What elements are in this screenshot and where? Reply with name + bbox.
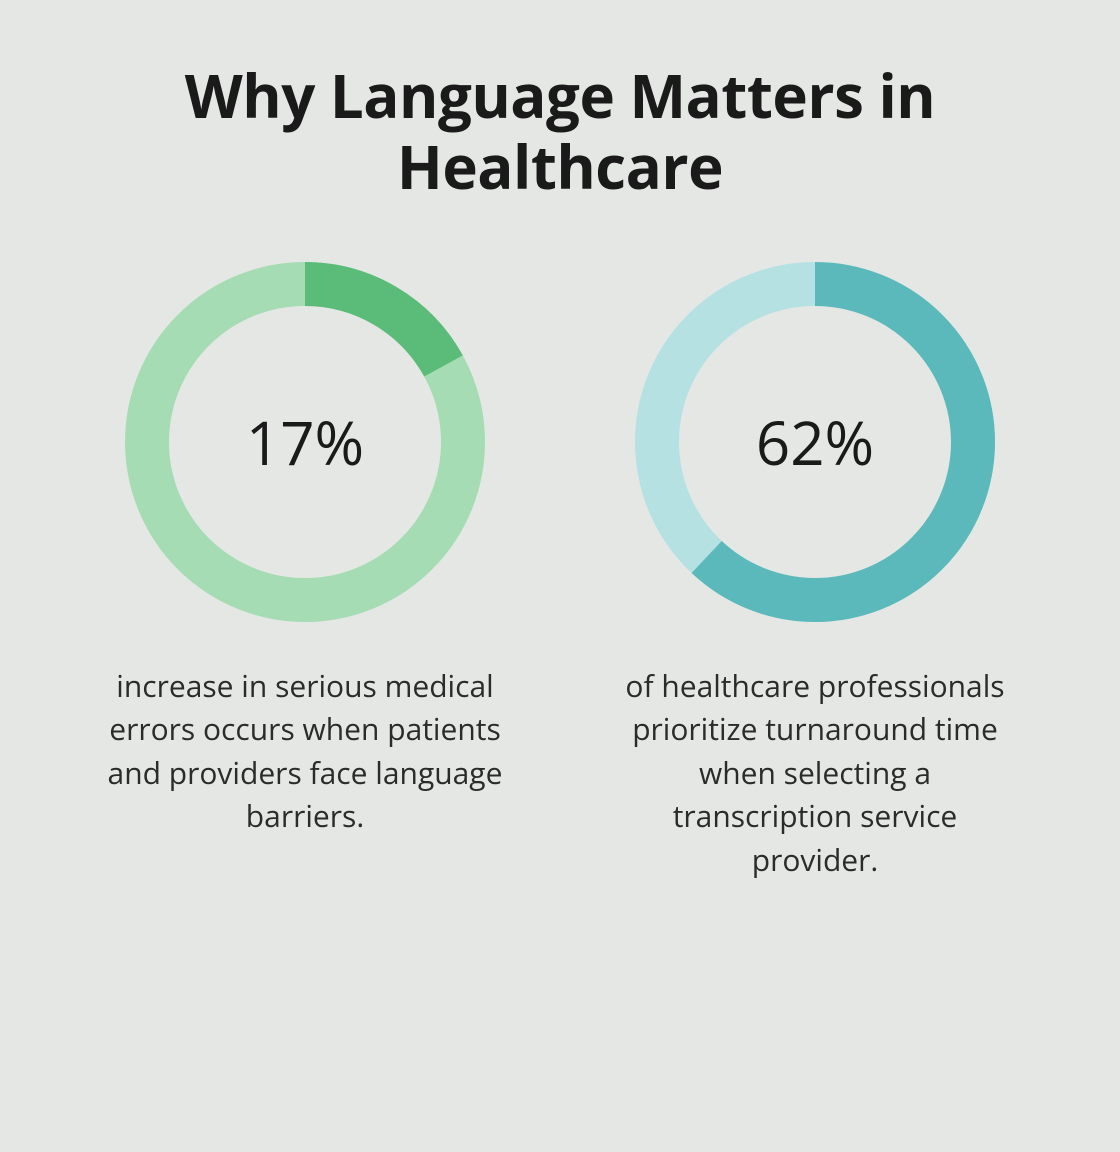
chart-desc-0: increase in serious medical errors occur… [95, 664, 515, 838]
chart-col-0: 17% increase in serious medical errors o… [95, 262, 515, 1082]
donut-chart-1: 62% [635, 262, 995, 622]
chart-desc-1: of healthcare professionals prioritize t… [605, 664, 1025, 882]
donut-value-1: 62% [635, 262, 995, 622]
infographic-canvas: Why Language Matters in Healthcare 17% i… [0, 0, 1120, 1152]
donut-chart-0: 17% [125, 262, 485, 622]
page-title: Why Language Matters in Healthcare [70, 60, 1050, 202]
donut-value-0: 17% [125, 262, 485, 622]
charts-row: 17% increase in serious medical errors o… [70, 262, 1050, 1082]
chart-col-1: 62% of healthcare professionals prioriti… [605, 262, 1025, 1082]
